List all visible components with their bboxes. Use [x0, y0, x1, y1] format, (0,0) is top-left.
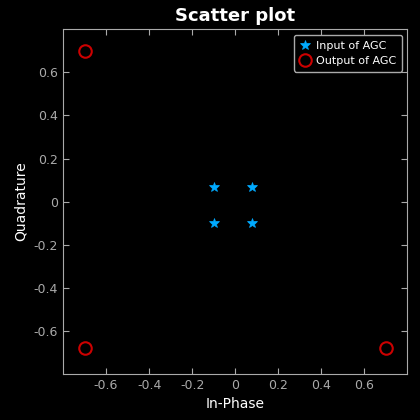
Y-axis label: Quadrature: Quadrature [14, 162, 28, 242]
Legend: Input of AGC, Output of AGC: Input of AGC, Output of AGC [294, 35, 402, 72]
Output of AGC [82, 48, 87, 53]
Title: Scatter plot: Scatter plot [175, 7, 295, 25]
Output of AGC [82, 345, 87, 350]
Output of AGC [383, 345, 389, 350]
Line: Output of AGC: Output of AGC [78, 45, 392, 354]
Input of AGC [250, 184, 255, 189]
Input of AGC [211, 220, 216, 226]
Output of AGC [383, 48, 389, 53]
Input of AGC [211, 184, 216, 189]
Line: Input of AGC: Input of AGC [209, 182, 257, 228]
X-axis label: In-Phase: In-Phase [206, 397, 265, 411]
Input of AGC [250, 220, 255, 226]
